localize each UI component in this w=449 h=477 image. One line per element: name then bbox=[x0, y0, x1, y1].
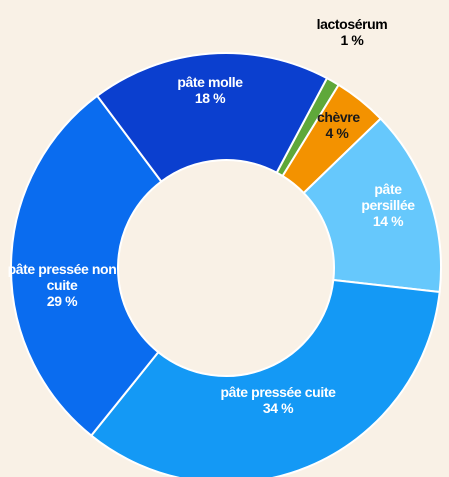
slice-label: chèvre 4 % bbox=[317, 109, 360, 141]
category-label: pâte pressée cuite bbox=[220, 384, 336, 400]
value-label: 14 % bbox=[372, 213, 404, 229]
category-label: chèvre bbox=[317, 109, 360, 125]
category-label: pâte pressée non cuite bbox=[7, 261, 117, 293]
slice bbox=[89, 278, 441, 477]
slice-label: pâte pressée non cuite 29 % bbox=[7, 261, 117, 309]
value-label: 18 % bbox=[194, 90, 226, 106]
category-label: pâte molle bbox=[177, 74, 243, 90]
slice-label: pâte pressée cuite 34 % bbox=[193, 384, 363, 416]
slice bbox=[302, 117, 442, 294]
category-label: pâte persillée bbox=[361, 181, 415, 213]
slice bbox=[95, 52, 329, 183]
value-label: 1 % bbox=[340, 32, 364, 48]
value-label: 29 % bbox=[46, 293, 78, 309]
slice-label: lactosérum 1 % bbox=[307, 16, 397, 48]
slice bbox=[10, 94, 163, 437]
value-label: 34 % bbox=[262, 400, 294, 416]
slice-label: pâte molle 18 % bbox=[150, 74, 270, 106]
value-label: 4 % bbox=[325, 125, 349, 141]
category-label: lactosérum bbox=[316, 16, 388, 32]
slice-label: pâte persillée 14 % bbox=[353, 181, 423, 229]
